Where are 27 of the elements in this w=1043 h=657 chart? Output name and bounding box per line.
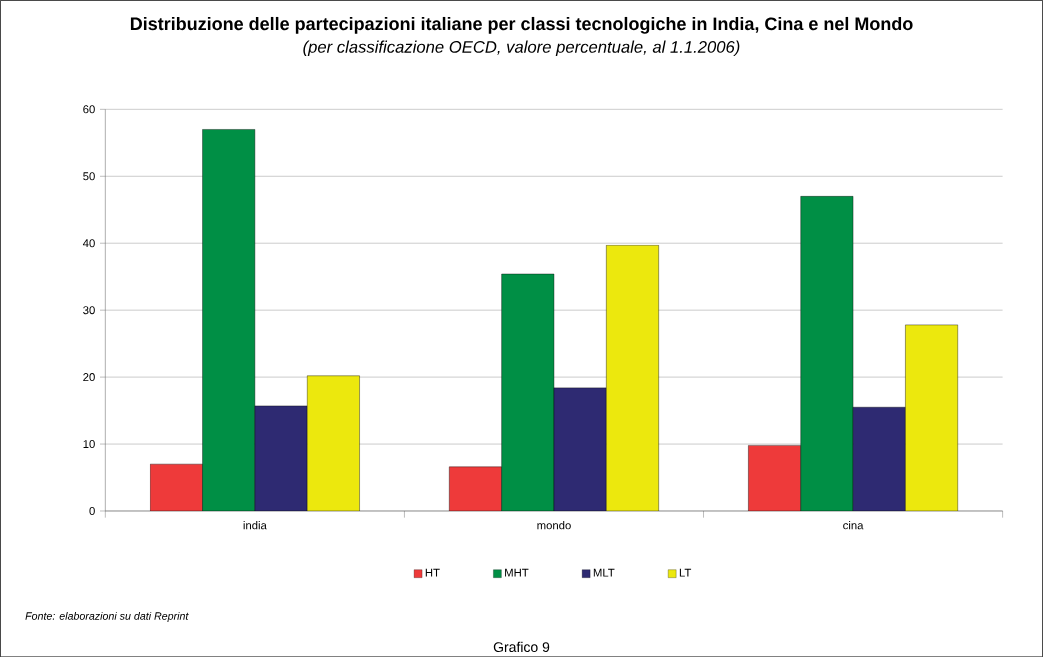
- y-tick-label: 0: [89, 506, 95, 515]
- bar: [202, 129, 256, 511]
- y-tick-label: 50: [83, 172, 95, 181]
- x-tick-label: mondo: [537, 520, 571, 530]
- text: Grafico 9: [493, 641, 550, 652]
- chart-title: Distribuzione delle partecipazioni italiane per classi tecnologiche in India, Cina e nel Mondo: [130, 16, 913, 34]
- chart-subtitle: (per classificazione OECD, valore percentuale, al 1.1.2006): [303, 40, 740, 56]
- legend-label: MLT: [593, 568, 615, 577]
- y-tick-label: 30: [83, 306, 95, 315]
- y-tick-label: 60: [83, 105, 95, 114]
- bar: [501, 273, 555, 511]
- y-tick-label: 40: [82, 239, 95, 248]
- bar: [852, 406, 906, 511]
- bar: [449, 466, 502, 511]
- x-tick-label: india: [243, 520, 267, 530]
- bar: [748, 445, 801, 511]
- bar: [553, 387, 607, 511]
- y-tick-label: 20: [83, 372, 95, 381]
- bar: [800, 196, 854, 511]
- x-tick-label: cina: [843, 520, 864, 530]
- legend-label: HT: [425, 568, 440, 577]
- bar: [149, 463, 203, 511]
- y-tick-label: 10: [83, 439, 95, 448]
- bar: [254, 405, 308, 511]
- source-note: Fonte: elaborazioni su dati Reprint: [25, 611, 189, 622]
- legend-label: MHT: [505, 568, 529, 577]
- legend-label: LT: [679, 568, 692, 577]
